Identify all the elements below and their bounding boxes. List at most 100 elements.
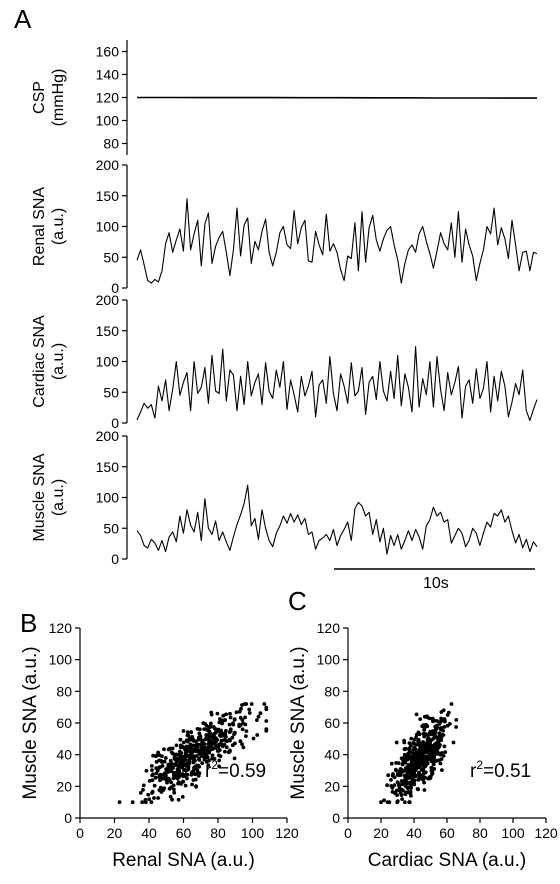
c-scatter-point	[442, 725, 447, 729]
c-y-tick-label: 100	[317, 652, 341, 668]
c-scatter-point	[394, 788, 399, 793]
b-scatter-point	[230, 735, 235, 740]
b-scatter-point	[238, 739, 243, 744]
muscle-y-tick-label: 150	[96, 459, 120, 475]
c-x-tick-label: 40	[406, 825, 422, 841]
c-scatter-point	[435, 752, 439, 756]
b-scatter-point	[223, 731, 228, 736]
b-scatter-point	[227, 722, 232, 727]
b-scatter-point	[157, 753, 162, 757]
b-scatter-point	[212, 756, 217, 761]
b-scatter-point	[197, 757, 201, 762]
c-scatter-point	[421, 766, 426, 770]
c-scatter-point	[430, 768, 435, 773]
b-scatter-point	[157, 775, 162, 779]
b-scatter-point	[205, 750, 210, 755]
b-scatter-point	[198, 727, 202, 732]
b-scatter-point	[182, 767, 187, 772]
c-scatter-point	[403, 766, 408, 771]
c-scatter-point	[443, 750, 448, 754]
csp-y-axis-label: CSP	[31, 81, 48, 114]
b-scatter-point	[181, 729, 186, 733]
panel-label-c: C	[288, 586, 307, 616]
c-r-squared-value: =0.51	[483, 761, 531, 782]
c-scatter-point	[417, 753, 422, 758]
c-scatter-point	[434, 741, 438, 746]
b-scatter-point	[240, 727, 245, 732]
b-scatter-point	[185, 730, 190, 735]
c-scatter-point	[417, 770, 421, 775]
b-scatter-point	[251, 736, 256, 741]
b-y-tick-label: 0	[64, 810, 72, 826]
c-scatter-point	[385, 783, 389, 788]
b-scatter-point	[264, 705, 269, 710]
c-scatter-point	[409, 736, 414, 741]
b-scatter-point	[234, 710, 239, 715]
b-x-axis-label: Renal SNA (a.u.)	[112, 850, 255, 871]
c-scatter-point	[395, 793, 399, 797]
b-scatter-point	[240, 718, 245, 722]
b-scatter-point	[165, 780, 169, 785]
b-scatter-point	[202, 757, 207, 762]
c-scatter-point	[386, 773, 391, 778]
b-scatter-point	[164, 777, 169, 782]
c-scatter-point	[433, 730, 438, 735]
c-scatter-point	[429, 759, 434, 764]
c-r-squared-symbol: r	[470, 761, 477, 782]
cardiac-sna-trace-panel: 0 50 100 150 200 Cardiac SNA (a.u.)	[31, 292, 538, 431]
b-scatter-point	[182, 758, 187, 763]
c-scatter-point	[408, 774, 413, 779]
c-scatter-point	[404, 775, 409, 780]
c-scatter-point	[379, 800, 383, 805]
b-scatter-point	[149, 800, 154, 805]
b-scatter-point	[190, 782, 195, 787]
c-scatter-point	[454, 725, 458, 729]
b-scatter-point	[195, 763, 200, 768]
b-scatter-point	[215, 743, 220, 748]
c-scatter-point	[432, 751, 436, 756]
b-scatter-point	[200, 761, 205, 765]
c-scatter-point	[416, 787, 420, 792]
c-scatter-point	[411, 741, 416, 745]
cardiac-y-tick-label: 0	[111, 415, 119, 431]
c-scatter-point	[422, 732, 427, 737]
cardiac-y-tick-label: 50	[103, 384, 119, 400]
b-y-tick-label: 120	[49, 620, 73, 636]
b-scatter-point	[171, 766, 175, 770]
b-scatter-point	[117, 800, 122, 805]
b-y-tick-label: 60	[56, 715, 72, 731]
c-x-tick-label: 80	[472, 825, 488, 841]
b-scatter-point	[243, 715, 248, 720]
c-scatter-point	[407, 800, 412, 805]
c-scatter-point	[416, 777, 421, 782]
b-scatter-point	[244, 702, 249, 706]
b-r-squared-exponent: 2	[211, 758, 218, 772]
c-r-squared-label: r2=0.51	[470, 758, 531, 782]
b-scatter-point	[210, 753, 215, 758]
c-scatter-point	[440, 768, 444, 772]
c-scatter-point	[397, 769, 402, 774]
b-scatter-point	[204, 733, 209, 737]
muscle-sna-trace-panel: 0 50 100 150 200 Muscle SNA (a.u.)	[31, 428, 538, 567]
b-scatter-point	[138, 791, 143, 795]
b-scatter-point	[186, 733, 191, 738]
c-scatter-point	[389, 784, 394, 788]
renal-y-tick-label: 0	[111, 280, 119, 296]
c-scatter-point	[425, 761, 430, 765]
b-scatter-point	[262, 702, 267, 706]
c-scatter-point	[428, 744, 432, 749]
b-scatter-point	[162, 747, 166, 752]
b-scatter-point	[172, 787, 176, 792]
c-scatter-point	[411, 756, 416, 761]
b-scatter-point	[185, 739, 190, 744]
b-scatter-point	[207, 733, 212, 738]
b-scatter-point	[205, 747, 210, 752]
cardiac-y-axis-label: (a.u.)	[50, 343, 67, 380]
b-scatter-point	[198, 748, 203, 753]
c-scatter-point	[422, 780, 426, 785]
b-scatter-point	[241, 745, 246, 750]
b-scatter-point	[152, 796, 156, 800]
renal-sna-trace-panel: 0 50 100 150 200 Renal SNA (a.u.)	[31, 157, 538, 296]
c-scatter-point	[422, 743, 427, 747]
b-scatter-point	[164, 768, 169, 772]
